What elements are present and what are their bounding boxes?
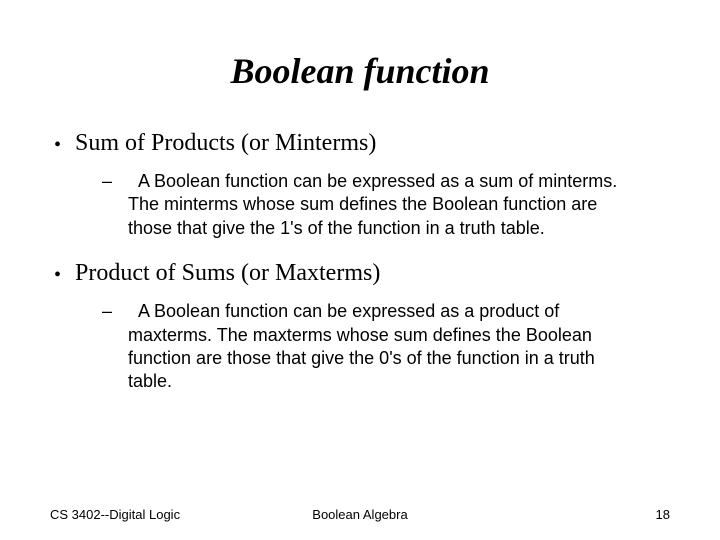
- footer-center: Boolean Algebra: [0, 507, 720, 522]
- bullet-dot-icon: •: [54, 130, 61, 160]
- slide-title: Boolean function: [50, 50, 670, 92]
- bullet-subtext: A Boolean function can be expressed as a…: [128, 300, 630, 394]
- bullet-dot-icon: •: [54, 260, 61, 290]
- bullet-subtext: A Boolean function can be expressed as a…: [128, 170, 630, 240]
- bullet-label: Product of Sums (or Maxterms): [75, 260, 380, 290]
- bullet-level2: – A Boolean function can be expressed as…: [102, 300, 630, 394]
- slide: Boolean function • Sum of Products (or M…: [0, 0, 720, 540]
- bullet-label: Sum of Products (or Minterms): [75, 130, 376, 160]
- slide-footer: CS 3402--Digital Logic Boolean Algebra 1…: [0, 507, 720, 522]
- bullet-level1: • Product of Sums (or Maxterms): [54, 260, 670, 290]
- bullet-level1: • Sum of Products (or Minterms): [54, 130, 670, 160]
- bullet-dash-icon: –: [102, 170, 112, 240]
- bullet-level2: – A Boolean function can be expressed as…: [102, 170, 630, 240]
- bullet-dash-icon: –: [102, 300, 112, 394]
